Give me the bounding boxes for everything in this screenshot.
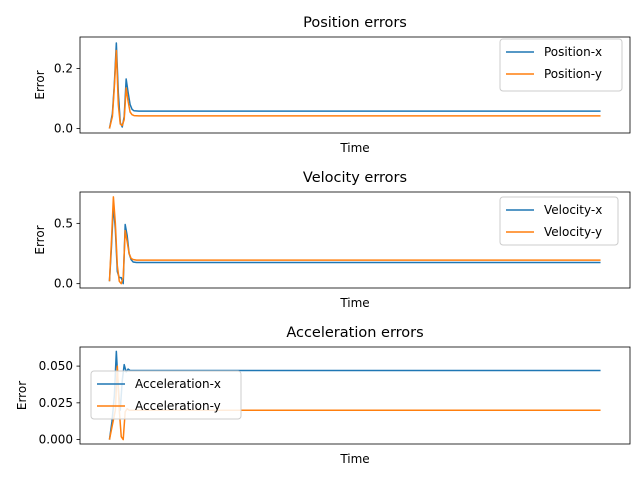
legend-box xyxy=(499,196,619,246)
chart-panel-1: 0.0 0.2 Position errors Time Error Position-x… xyxy=(33,15,631,155)
y-tick-label: 0.0 xyxy=(54,122,73,136)
y-tick-label: 0.2 xyxy=(54,62,73,76)
legend-label: Position-x xyxy=(544,45,602,59)
legend-label: Velocity-x xyxy=(544,203,602,217)
y-tick-label: 0.5 xyxy=(54,216,73,230)
axes-frame xyxy=(79,191,631,289)
y-axis-label: Error xyxy=(33,70,47,99)
y-tick-label: 0.000 xyxy=(39,433,73,447)
chart-panel-3: 0.000 0.025 0.050 Acceleration errors Time Er… xyxy=(15,325,631,466)
legend-label: Acceleration-y xyxy=(135,399,221,413)
chart-title: Velocity errors xyxy=(303,170,407,186)
y-tick-label: 0.050 xyxy=(39,359,73,373)
y-axis-label: Error xyxy=(33,225,47,254)
axes-frame xyxy=(79,346,631,445)
legend: Position-x Position-y xyxy=(499,38,623,92)
series-line-velocity-y xyxy=(108,196,601,285)
legend-label: Acceleration-x xyxy=(135,377,221,391)
series-line-position-y xyxy=(108,49,601,129)
y-axis-label: Error xyxy=(15,381,29,410)
chart-panel-2: 0.0 0.5 Velocity errors Time Error Velocity-x… xyxy=(33,170,631,310)
y-tick-label: 0.0 xyxy=(54,277,73,291)
chart-title: Acceleration errors xyxy=(286,325,423,341)
legend-box xyxy=(90,370,242,420)
legend: Acceleration-x Acceleration-y xyxy=(90,370,242,420)
x-axis-label: Time xyxy=(339,296,369,310)
legend-label: Position-y xyxy=(544,67,602,81)
legend-label: Velocity-y xyxy=(544,225,602,239)
y-tick-label: 0.025 xyxy=(39,396,73,410)
axes-frame xyxy=(79,36,631,134)
x-axis-label: Time xyxy=(339,141,369,155)
chart-title: Position errors xyxy=(303,15,407,31)
legend: Velocity-x Velocity-y xyxy=(499,196,619,246)
x-axis-label: Time xyxy=(339,452,369,466)
